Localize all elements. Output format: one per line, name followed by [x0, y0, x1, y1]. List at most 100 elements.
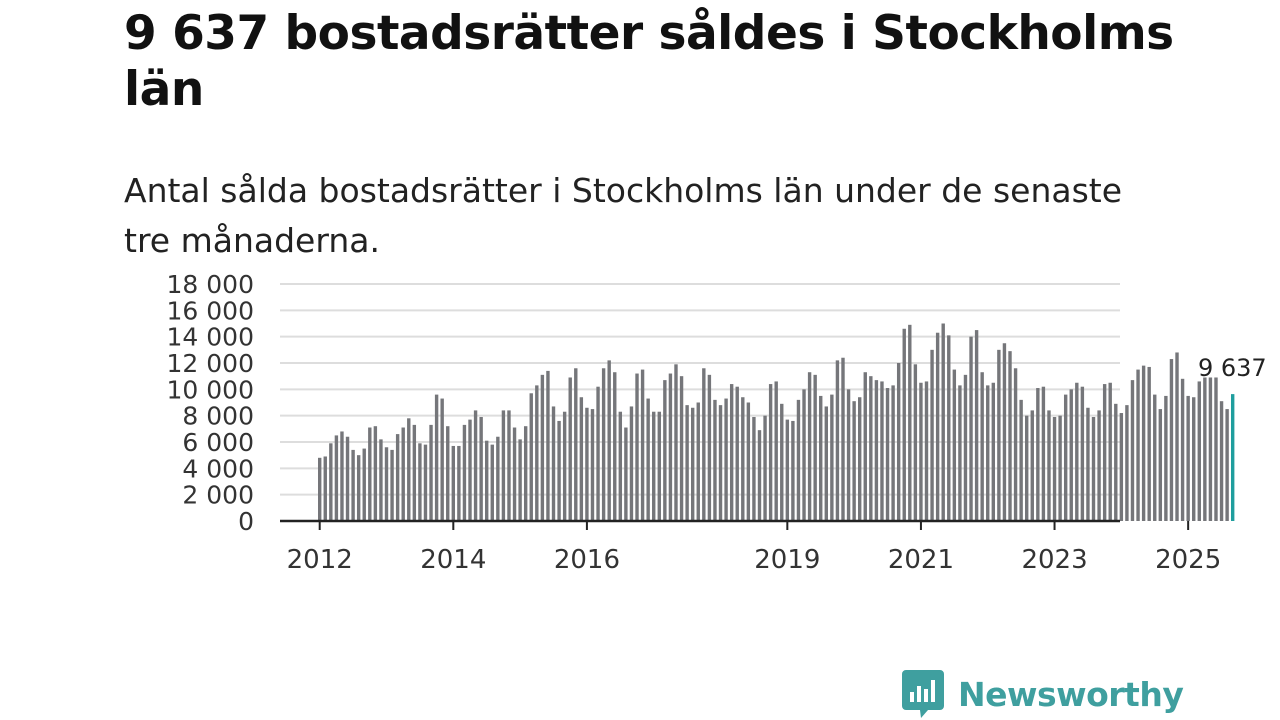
- bar: [974, 330, 979, 521]
- bar: [585, 407, 589, 521]
- bar: [1136, 369, 1140, 521]
- bar: [830, 394, 834, 521]
- bar: [473, 410, 478, 521]
- bar: [512, 427, 517, 521]
- chart-subtitle: Antal sålda bostadsrätter i Stockholms l…: [124, 171, 1123, 260]
- bar: [729, 384, 734, 521]
- bar: [368, 427, 372, 521]
- bar: [1102, 384, 1107, 521]
- bar: [674, 364, 678, 521]
- bar: [590, 409, 595, 521]
- bar: [1186, 395, 1190, 521]
- bar: [1130, 380, 1135, 521]
- bar: [668, 373, 673, 521]
- bar: [407, 418, 411, 521]
- bar: [819, 395, 823, 521]
- bar: [707, 374, 712, 521]
- bar: [924, 381, 929, 521]
- x-tick-label: 2021: [888, 545, 954, 575]
- bar: [952, 369, 957, 521]
- bar: [434, 394, 439, 521]
- bar: [451, 445, 456, 521]
- y-tick-label: 18 000: [167, 270, 254, 299]
- bar: [913, 364, 918, 521]
- bar: [401, 427, 405, 521]
- bar: [1153, 394, 1157, 521]
- bar: [596, 386, 600, 521]
- bar: [997, 349, 1001, 521]
- bar: [930, 349, 934, 521]
- bar: [1119, 413, 1124, 521]
- bar: [418, 443, 422, 521]
- y-tick-label: 14 000: [167, 323, 254, 352]
- bar: [1114, 403, 1118, 521]
- y-tick-label: 8 000: [182, 402, 254, 431]
- bar: [813, 374, 817, 521]
- bar: [1002, 343, 1007, 521]
- bar: [1225, 409, 1229, 521]
- bar: [356, 455, 361, 521]
- bar: [1013, 368, 1018, 521]
- bar: [601, 368, 606, 521]
- bar: [963, 374, 968, 521]
- bar: [624, 427, 628, 521]
- bar: [679, 376, 684, 521]
- x-tick-label: 2023: [1021, 545, 1087, 575]
- y-tick-label: 0: [238, 507, 254, 536]
- bar: [1047, 410, 1051, 521]
- bar: [1147, 366, 1151, 521]
- x-axis-ticks: 2012 2014 2016 2019 2021 2023 2025: [287, 521, 1221, 575]
- bar: [618, 411, 623, 521]
- bar: [908, 324, 912, 521]
- bar: [490, 444, 494, 521]
- x-tick-label: 2014: [420, 545, 486, 575]
- bar: [340, 431, 344, 521]
- bar: [741, 397, 745, 521]
- bar: [880, 381, 884, 521]
- bar: [568, 377, 572, 521]
- bar: [613, 372, 617, 521]
- bar: [440, 398, 444, 521]
- bar: [807, 372, 812, 521]
- bar: [696, 402, 700, 521]
- bar: [318, 457, 322, 521]
- bar: [507, 410, 511, 521]
- bar: [640, 369, 645, 521]
- bar: [1008, 351, 1012, 521]
- bar: [1080, 386, 1085, 521]
- bar: [791, 420, 795, 521]
- bar: [446, 426, 450, 521]
- bar: [496, 436, 500, 521]
- y-tick-label: 2 000: [182, 481, 254, 510]
- bar: [891, 385, 895, 521]
- bar: [1019, 399, 1023, 521]
- bar: [1141, 365, 1146, 521]
- bar: [345, 436, 350, 521]
- bar: [1164, 395, 1168, 521]
- bar: [551, 406, 556, 521]
- bar: [529, 393, 533, 521]
- bars: [318, 323, 1235, 521]
- bar: [646, 398, 650, 521]
- bar: [919, 382, 923, 521]
- bar: [652, 411, 656, 521]
- bar: [863, 372, 867, 521]
- bar: [702, 368, 706, 521]
- bar: [1125, 405, 1129, 521]
- bar: [785, 419, 790, 521]
- x-tick-label: 2025: [1155, 545, 1221, 575]
- bar: [412, 424, 417, 521]
- bar: [1175, 352, 1179, 521]
- bar: [724, 398, 728, 521]
- bar: [501, 410, 506, 521]
- bar: [757, 430, 762, 521]
- bar: [958, 385, 962, 521]
- x-tick-label: 2012: [287, 545, 353, 575]
- bar: [1030, 410, 1034, 521]
- y-tick-label: 12 000: [167, 349, 254, 378]
- bar: [663, 380, 667, 521]
- bar: [947, 335, 951, 521]
- bar: [774, 381, 778, 521]
- bar: [557, 420, 561, 521]
- bar: [802, 389, 806, 521]
